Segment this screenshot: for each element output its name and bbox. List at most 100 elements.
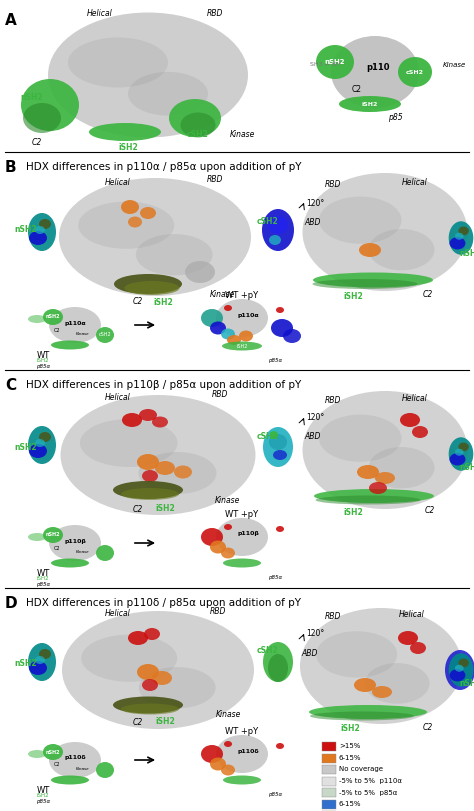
Text: iSH2: iSH2 <box>343 292 363 301</box>
Text: p85α: p85α <box>36 582 50 587</box>
Text: nSH2: nSH2 <box>14 225 36 234</box>
Ellipse shape <box>51 775 89 784</box>
Text: Kinase: Kinase <box>76 332 90 336</box>
Ellipse shape <box>455 665 464 672</box>
Text: WT: WT <box>36 569 50 578</box>
Text: p110: p110 <box>366 63 390 72</box>
Text: cSH2: cSH2 <box>186 130 208 139</box>
Text: 6-15%: 6-15% <box>339 755 362 761</box>
Text: iSH2: iSH2 <box>153 298 173 307</box>
Ellipse shape <box>35 226 45 234</box>
Text: p110β: p110β <box>237 531 259 537</box>
Ellipse shape <box>263 427 293 467</box>
Ellipse shape <box>224 305 232 311</box>
Ellipse shape <box>359 243 381 257</box>
Text: C2: C2 <box>352 85 362 95</box>
Text: ABD: ABD <box>304 432 320 441</box>
Text: RBD: RBD <box>207 175 223 184</box>
Text: cSH2: cSH2 <box>99 333 111 337</box>
Text: 6-15%: 6-15% <box>339 801 362 807</box>
Ellipse shape <box>142 470 158 482</box>
Ellipse shape <box>28 750 46 758</box>
Text: C2: C2 <box>54 546 60 551</box>
Bar <box>322 742 336 751</box>
Text: iSH2: iSH2 <box>118 143 138 152</box>
Text: -5% to 5%  p85α: -5% to 5% p85α <box>339 789 397 796</box>
Ellipse shape <box>309 705 427 719</box>
Text: RBD: RBD <box>325 396 341 405</box>
Text: 120°: 120° <box>306 199 324 208</box>
Ellipse shape <box>339 96 401 112</box>
Text: nSH2: nSH2 <box>46 749 60 754</box>
Bar <box>322 753 336 762</box>
Ellipse shape <box>68 37 168 88</box>
Text: Kinase: Kinase <box>76 550 90 554</box>
Ellipse shape <box>121 488 179 500</box>
Text: C2: C2 <box>133 297 143 306</box>
Ellipse shape <box>28 643 56 681</box>
Ellipse shape <box>181 113 216 138</box>
Text: C2: C2 <box>32 138 42 147</box>
Text: p110β: p110β <box>64 539 86 543</box>
Ellipse shape <box>35 656 45 664</box>
Text: Helical: Helical <box>402 178 428 187</box>
Text: iSH2: iSH2 <box>362 101 378 106</box>
Ellipse shape <box>139 667 216 708</box>
Text: cSH2: cSH2 <box>406 70 424 75</box>
Ellipse shape <box>398 57 432 87</box>
Ellipse shape <box>412 426 428 438</box>
Text: RBD: RBD <box>207 9 223 18</box>
Ellipse shape <box>449 437 474 470</box>
Text: WT +pY: WT +pY <box>226 727 258 736</box>
Text: nSH2: nSH2 <box>46 315 60 320</box>
Bar <box>322 776 336 786</box>
Ellipse shape <box>51 341 89 350</box>
Ellipse shape <box>410 642 426 654</box>
Ellipse shape <box>269 235 281 245</box>
Ellipse shape <box>310 711 414 720</box>
Ellipse shape <box>269 434 287 450</box>
Ellipse shape <box>268 216 288 234</box>
Ellipse shape <box>354 678 376 692</box>
Text: iSH2: iSH2 <box>237 344 248 349</box>
Bar <box>322 800 336 809</box>
Text: RBD: RBD <box>210 607 226 616</box>
Ellipse shape <box>28 533 46 541</box>
Ellipse shape <box>43 309 63 325</box>
Ellipse shape <box>61 395 255 515</box>
Ellipse shape <box>96 762 114 778</box>
Ellipse shape <box>201 528 223 546</box>
Text: ABD: ABD <box>301 649 318 658</box>
Ellipse shape <box>137 454 159 470</box>
Text: C2: C2 <box>54 328 60 333</box>
Text: cSH2: cSH2 <box>257 432 279 441</box>
Ellipse shape <box>455 233 464 240</box>
Ellipse shape <box>223 775 261 784</box>
Text: RBD: RBD <box>212 390 228 399</box>
Text: iSH2: iSH2 <box>343 508 363 517</box>
Ellipse shape <box>59 178 251 296</box>
Text: Helical: Helical <box>105 609 131 618</box>
Ellipse shape <box>283 329 301 343</box>
Text: nSH2: nSH2 <box>459 248 474 258</box>
Ellipse shape <box>49 307 101 343</box>
Text: Kinase: Kinase <box>230 130 255 139</box>
Ellipse shape <box>96 327 114 343</box>
Text: p85α: p85α <box>36 799 50 804</box>
Text: WT +pY: WT +pY <box>226 510 258 519</box>
Text: iSH2: iSH2 <box>36 576 49 581</box>
Text: RBD: RBD <box>325 180 341 189</box>
Ellipse shape <box>455 448 464 456</box>
Ellipse shape <box>372 686 392 698</box>
Text: ABD: ABD <box>304 218 320 227</box>
Text: WT: WT <box>36 786 50 795</box>
Ellipse shape <box>201 745 223 763</box>
Text: Kinase: Kinase <box>216 710 241 719</box>
Ellipse shape <box>263 642 293 682</box>
Ellipse shape <box>221 765 235 775</box>
Ellipse shape <box>276 307 284 313</box>
Ellipse shape <box>319 196 401 244</box>
Ellipse shape <box>268 654 288 682</box>
Ellipse shape <box>39 649 51 659</box>
Text: Helical: Helical <box>105 178 131 187</box>
